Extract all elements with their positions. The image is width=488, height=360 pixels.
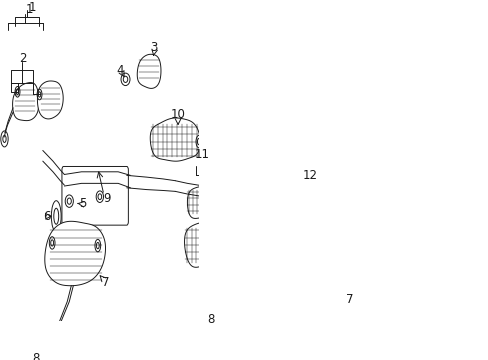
Text: 5: 5 bbox=[79, 197, 86, 210]
Text: 12: 12 bbox=[302, 169, 317, 182]
Polygon shape bbox=[150, 118, 200, 161]
Polygon shape bbox=[13, 82, 39, 121]
Text: 7: 7 bbox=[102, 275, 109, 289]
Polygon shape bbox=[269, 234, 322, 294]
Text: 1: 1 bbox=[29, 1, 36, 14]
Polygon shape bbox=[266, 104, 303, 146]
Text: 9: 9 bbox=[103, 192, 110, 205]
Text: 10: 10 bbox=[170, 108, 185, 121]
Polygon shape bbox=[184, 221, 223, 267]
Text: 8: 8 bbox=[207, 313, 214, 326]
Text: 3: 3 bbox=[150, 41, 158, 54]
Polygon shape bbox=[137, 54, 161, 89]
Polygon shape bbox=[264, 139, 304, 183]
Text: 4: 4 bbox=[117, 64, 124, 77]
Polygon shape bbox=[187, 186, 217, 219]
Polygon shape bbox=[38, 81, 63, 119]
Polygon shape bbox=[45, 221, 105, 286]
Text: 8: 8 bbox=[32, 352, 40, 360]
FancyBboxPatch shape bbox=[62, 166, 128, 225]
Text: 11: 11 bbox=[195, 148, 210, 161]
Text: 1: 1 bbox=[25, 3, 33, 15]
Text: 6: 6 bbox=[43, 210, 51, 223]
Text: 7: 7 bbox=[345, 293, 353, 306]
Text: 2: 2 bbox=[19, 51, 26, 64]
Polygon shape bbox=[307, 86, 334, 122]
